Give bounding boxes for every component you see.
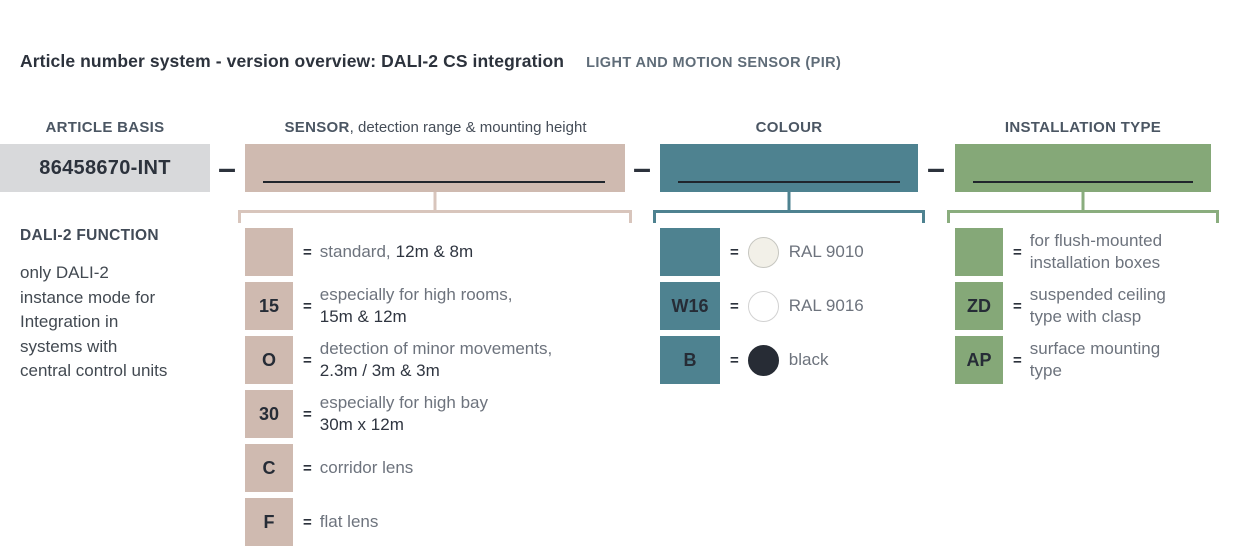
list-item: = for flush-mounted installation boxes: [955, 228, 1166, 276]
option-description: standard,: [319, 242, 391, 261]
option-value: 2.3m / 3m & 3m: [319, 361, 440, 380]
equals-sign: =: [303, 405, 312, 423]
sensor-option-text: detection of minor movements, 2.3m / 3m …: [320, 338, 552, 382]
equals-sign: =: [303, 243, 312, 261]
sensor-code-swatch: [245, 228, 293, 276]
colour-option-label: black: [788, 350, 829, 369]
equals-sign: =: [1013, 297, 1022, 315]
equals-sign: =: [1013, 351, 1022, 369]
installation-options-list: = for flush-mounted installation boxes Z…: [955, 228, 1166, 384]
equals-sign: =: [730, 297, 739, 315]
sensor-options-list: = standard, 12m & 8m 15 = especially for …: [245, 228, 552, 546]
sensor-code-swatch: F: [245, 498, 293, 546]
column-header-sensor: SENSOR, detection range & mounting heigh…: [238, 119, 633, 136]
installation-bracket-frame: [947, 210, 1219, 223]
equals-sign: =: [303, 351, 312, 369]
sensor-bracket: [238, 192, 632, 223]
dali2-function-title: DALI-2 FUNCTION: [20, 227, 159, 244]
colour-bracket-frame: [653, 210, 925, 223]
column-header-colour: COLOUR: [755, 119, 823, 136]
list-item: 30 = especially for high bay 30m x 12m: [245, 390, 552, 438]
list-item: W16 = RAL 9016: [660, 282, 864, 330]
colour-fill-in-line: [678, 180, 900, 183]
list-item: B = black: [660, 336, 864, 384]
colour-bracket: [653, 192, 925, 223]
colour-segment-bar: [660, 144, 918, 192]
colour-option-label: RAL 9016: [788, 296, 864, 315]
list-item: = RAL 9010: [660, 228, 864, 276]
sensor-code-swatch: O: [245, 336, 293, 384]
installation-fill-in-line: [973, 180, 1193, 183]
sensor-fill-in-line: [263, 180, 605, 183]
page-title-row: Article number system - version overview…: [20, 51, 841, 72]
dash-separator: –: [927, 149, 945, 186]
list-item: = standard, 12m & 8m: [245, 228, 552, 276]
column-header-article-basis: ARTICLE BASIS: [45, 119, 165, 136]
sensor-option-text: especially for high bay 30m x 12m: [320, 392, 488, 436]
colour-code-swatch: W16: [660, 282, 720, 330]
colour-code-swatch: B: [660, 336, 720, 384]
installation-code-swatch: AP: [955, 336, 1003, 384]
colour-sample-circle: [747, 236, 779, 268]
installation-option-description: suspended ceiling type with clasp: [1029, 285, 1166, 326]
sensor-option-text: standard, 12m & 8m: [320, 241, 473, 263]
option-value: 30m x 12m: [319, 415, 404, 434]
column-header-installation-type: INSTALLATION TYPE: [1004, 119, 1162, 136]
sensor-option-text: corridor lens: [320, 457, 414, 479]
dash-separator: –: [218, 149, 236, 186]
installation-code-swatch: ZD: [955, 282, 1003, 330]
installation-option-description: for flush-mounted installation boxes: [1029, 231, 1163, 272]
sensor-bracket-stem: [433, 192, 437, 210]
page-title: Article number system - version overview…: [20, 51, 565, 71]
equals-sign: =: [730, 351, 739, 369]
equals-sign: =: [303, 513, 312, 531]
installation-segment-bar: [955, 144, 1211, 192]
list-item: AP = surface mounting type: [955, 336, 1166, 384]
dali2-function-description: only DALI-2 instance mode for Integratio…: [20, 263, 168, 380]
installation-bracket-stem: [1081, 192, 1085, 210]
sensor-code-swatch: 30: [245, 390, 293, 438]
list-item: ZD = suspended ceiling type with clasp: [955, 282, 1166, 330]
colour-sample-circle: [747, 290, 779, 322]
option-description: corridor lens: [319, 458, 414, 477]
sensor-header-bold: SENSOR: [284, 119, 350, 136]
equals-sign: =: [1013, 243, 1022, 261]
colour-sample-circle: [747, 344, 779, 376]
option-description: flat lens: [319, 512, 379, 531]
dash-separator: –: [633, 149, 651, 186]
sensor-option-text: especially for high rooms, 15m & 12m: [320, 284, 513, 328]
installation-option-description: surface mounting type: [1029, 339, 1161, 380]
article-basis-number: 86458670-INT: [0, 144, 210, 192]
sensor-code-swatch: 15: [245, 282, 293, 330]
sensor-segment-bar: [245, 144, 625, 192]
sensor-option-text: flat lens: [320, 511, 379, 533]
equals-sign: =: [730, 243, 739, 261]
equals-sign: =: [303, 297, 312, 315]
option-description: detection of minor movements,: [319, 339, 553, 358]
installation-bracket: [947, 192, 1219, 223]
sensor-bracket-frame: [238, 210, 632, 223]
equals-sign: =: [303, 459, 312, 477]
sensor-code-swatch: C: [245, 444, 293, 492]
installation-code-swatch: [955, 228, 1003, 276]
option-description: especially for high bay: [319, 393, 488, 412]
list-item: F = flat lens: [245, 498, 552, 546]
colour-code-swatch: [660, 228, 720, 276]
colour-options-list: = RAL 9010 W16 = RAL 9016 B = black: [660, 228, 864, 384]
product-category-tag: LIGHT AND MOTION SENSOR (PIR): [586, 55, 842, 71]
list-item: 15 = especially for high rooms, 15m & 12…: [245, 282, 552, 330]
sensor-header-rest: , detection range & mounting height: [349, 119, 587, 136]
option-value: 15m & 12m: [319, 307, 407, 326]
option-value: 12m & 8m: [395, 242, 474, 261]
option-description: especially for high rooms,: [319, 285, 513, 304]
list-item: O = detection of minor movements, 2.3m /…: [245, 336, 552, 384]
colour-option-label: RAL 9010: [788, 242, 864, 261]
list-item: C = corridor lens: [245, 444, 552, 492]
colour-bracket-stem: [787, 192, 791, 210]
